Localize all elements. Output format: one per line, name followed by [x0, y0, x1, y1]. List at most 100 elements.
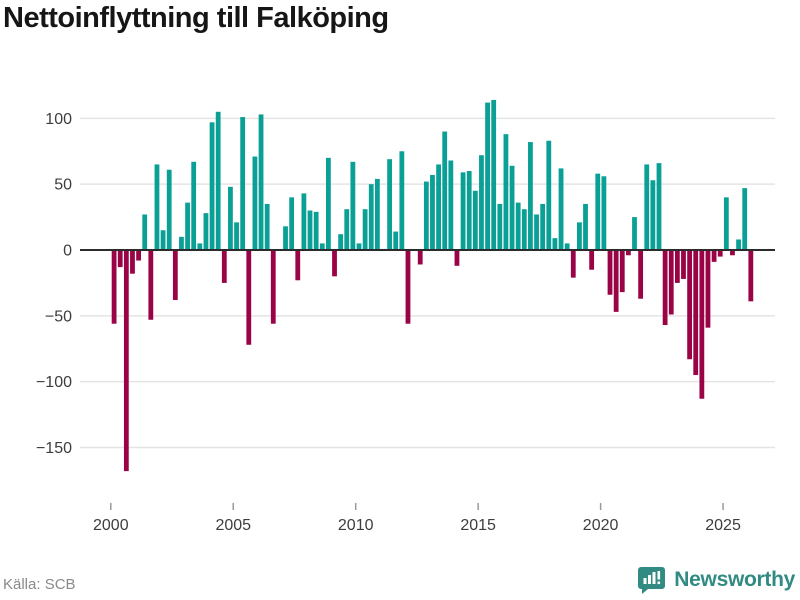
bar-2021-Q1: [625, 250, 631, 256]
brand-name: Newsworthy: [674, 567, 795, 591]
bar-2025-Q4: [742, 188, 748, 250]
bar-2004-Q3: [221, 250, 227, 283]
bar-2021-Q4: [644, 164, 650, 250]
y-axis-label--50: −50: [45, 308, 72, 325]
bar-2000-Q2: [117, 250, 123, 268]
bar-2022-Q1: [650, 180, 656, 250]
bar-2000-Q3: [123, 250, 129, 472]
bar-2003-Q2: [191, 161, 197, 250]
bar-2016-Q1: [503, 134, 509, 250]
bar-2020-Q3: [613, 250, 619, 312]
bar-2020-Q4: [619, 250, 625, 293]
bar-2008-Q2: [313, 211, 319, 250]
bar-2003-Q3: [197, 243, 203, 250]
bar-2005-Q2: [240, 117, 246, 250]
bar-2016-Q4: [521, 209, 527, 250]
bar-2003-Q1: [185, 202, 190, 250]
bar-2004-Q1: [209, 122, 215, 250]
newsworthy-logo[interactable]: Newsworthy: [636, 564, 795, 595]
bar-2005-Q1: [234, 222, 239, 250]
bar-2005-Q3: [246, 250, 252, 345]
bar-2003-Q4: [203, 213, 209, 250]
bar-2014-Q4: [472, 190, 478, 250]
bar-2002-Q2: [166, 169, 172, 250]
bar-2006-Q2: [264, 203, 270, 250]
bar-2008-Q3: [319, 243, 325, 250]
bar-2020-Q2: [607, 250, 613, 295]
bar-2019-Q3: [589, 250, 595, 270]
bar-2010-Q2: [362, 209, 368, 250]
y-axis-label--150: −150: [36, 440, 72, 457]
bar-2022-Q4: [668, 250, 674, 315]
bar-2001-Q2: [142, 214, 148, 250]
bar-2022-Q3: [662, 250, 668, 326]
bar-2001-Q1: [136, 250, 141, 261]
bar-2012-Q3: [417, 250, 423, 265]
bar-2014-Q2: [460, 172, 466, 250]
bar-2011-Q3: [393, 231, 399, 250]
bar-2009-Q4: [350, 161, 356, 250]
x-axis-label-2000: 2000: [93, 517, 129, 534]
bar-2018-Q2: [558, 168, 564, 250]
bar-2013-Q1: [430, 174, 435, 250]
chart-title: Nettoinflyttning till Falköping: [3, 2, 389, 34]
bar-2018-Q4: [570, 250, 576, 278]
bar-2002-Q4: [179, 236, 184, 250]
x-axis-label-2010: 2010: [338, 517, 374, 534]
bar-2025-Q2: [730, 250, 735, 256]
bar-2013-Q3: [442, 131, 448, 250]
bar-2011-Q4: [399, 151, 405, 250]
bar-2010-Q4: [374, 178, 380, 250]
bar-2023-Q4: [693, 250, 699, 376]
bar-2002-Q3: [172, 250, 178, 301]
bar-2007-Q3: [295, 250, 301, 281]
x-axis-label-2015: 2015: [460, 517, 496, 534]
bar-2024-Q3: [711, 250, 717, 262]
bar-2009-Q2: [338, 234, 344, 250]
bar-2024-Q4: [717, 250, 723, 257]
bar-2000-Q1: [111, 250, 117, 324]
bar-2019-Q2: [583, 203, 588, 250]
bar-2015-Q3: [491, 99, 497, 250]
bar-2001-Q3: [148, 250, 154, 320]
bar-2014-Q1: [454, 250, 460, 266]
bar-2017-Q1: [528, 142, 533, 250]
bar-2000-Q4: [130, 250, 135, 274]
x-axis-label-2020: 2020: [583, 517, 619, 534]
bar-2024-Q2: [705, 250, 711, 328]
bar-chart-speech-bubble-icon: [636, 564, 667, 595]
bar-2004-Q2: [215, 111, 221, 250]
bar-2017-Q4: [546, 140, 552, 250]
bar-2008-Q1: [307, 210, 313, 250]
bar-2005-Q4: [252, 156, 258, 250]
bar-2007-Q2: [289, 197, 295, 250]
bar-2001-Q4: [154, 164, 160, 250]
source-label: Källa: SCB: [3, 576, 76, 593]
bar-2013-Q4: [448, 160, 454, 250]
bar-2013-Q2: [436, 164, 441, 250]
x-axis-label-2025: 2025: [705, 517, 741, 534]
bar-2014-Q3: [466, 171, 472, 250]
bar-2016-Q3: [515, 202, 521, 250]
bar-2018-Q3: [564, 243, 570, 250]
bar-2011-Q2: [387, 159, 393, 250]
bar-2023-Q1: [674, 250, 680, 283]
bar-2007-Q1: [283, 226, 288, 250]
bar-2006-Q3: [270, 250, 276, 324]
bar-2015-Q2: [485, 102, 490, 250]
bar-2023-Q2: [681, 250, 686, 279]
bar-2007-Q4: [301, 193, 307, 250]
bar-2016-Q2: [509, 165, 515, 250]
bar-2015-Q4: [497, 203, 503, 250]
bar-2018-Q1: [552, 238, 558, 250]
bar-2010-Q1: [356, 243, 362, 250]
bar-2021-Q3: [638, 250, 644, 299]
bar-2025-Q3: [736, 239, 741, 250]
y-axis-label-0: 0: [63, 243, 72, 260]
bar-2021-Q2: [632, 217, 637, 250]
bar-2009-Q1: [332, 250, 337, 277]
bar-2015-Q1: [479, 155, 484, 250]
y-axis-label-100: 100: [45, 111, 72, 128]
